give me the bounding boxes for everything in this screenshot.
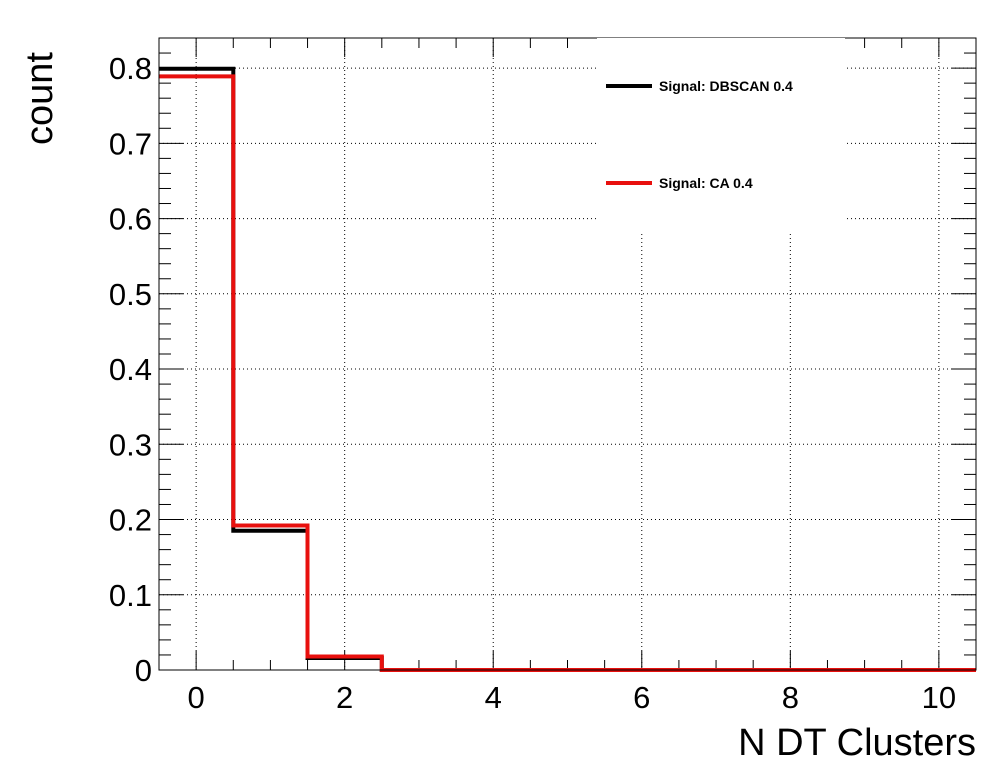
- x-tick-label: 0: [188, 680, 205, 715]
- legend-box: [597, 38, 845, 232]
- x-tick-label: 6: [633, 680, 650, 715]
- y-tick-label: 0.3: [109, 427, 152, 462]
- x-tick-label: 2: [336, 680, 353, 715]
- tick-labels: 0 2 4 6 8 10 0 0.1 0.2 0.3 0.4 0.5 0.6 0.7 0.8: [109, 51, 956, 715]
- y-tick-label: 0.8: [109, 51, 152, 86]
- y-tick-label: 0.5: [109, 277, 152, 312]
- x-axis-title: N DT Clusters: [738, 722, 976, 764]
- legend-label: Signal: CA 0.4: [659, 175, 753, 191]
- y-tick-label: 0.6: [109, 202, 152, 237]
- plot-frame: [158, 37, 977, 671]
- legend-label: Signal: DBSCAN 0.4: [659, 78, 793, 94]
- x-tick-label: 10: [922, 680, 956, 715]
- y-tick-label: 0.2: [109, 503, 152, 538]
- grid: [159, 38, 976, 670]
- y-tick-label: 0.4: [109, 352, 152, 387]
- y-tick-label: 0.7: [109, 126, 152, 161]
- x-tick-label: 8: [782, 680, 799, 715]
- y-tick-label: 0.1: [109, 578, 152, 613]
- y-axis-title: count: [19, 52, 61, 145]
- axis-ticks: [158, 37, 977, 671]
- x-tick-label: 4: [485, 680, 502, 715]
- legend: Signal: DBSCAN 0.4 Signal: CA 0.4: [597, 38, 845, 232]
- series-line-ca: [159, 74, 976, 672]
- y-tick-label: 0: [135, 653, 152, 688]
